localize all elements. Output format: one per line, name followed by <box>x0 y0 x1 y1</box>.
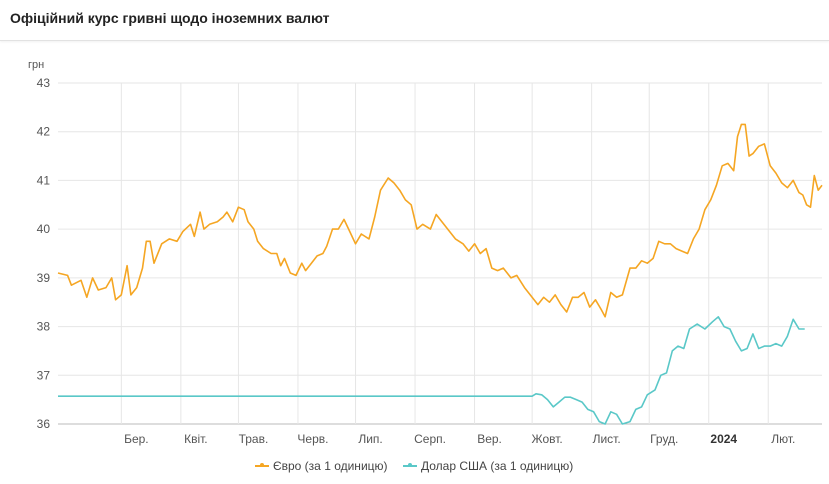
legend: Євро (за 1 одиницю) Долар США (за 1 один… <box>0 459 829 477</box>
x-tick-label: Лип. <box>358 432 382 446</box>
euro-swatch-icon <box>255 462 269 467</box>
x-tick-label: Квіт. <box>184 432 208 446</box>
euro-series-line <box>57 123 823 318</box>
x-axis: Бер. Квіт. Трав. Черв. Лип. Серп. Вер. Жовт. Лис… <box>124 432 795 446</box>
x-tick-label: Жовт. <box>532 432 563 446</box>
y-tick-label: 42 <box>37 125 51 139</box>
chart-title: Офіційний курс гривні щодо іноземних вал… <box>10 10 330 26</box>
x-tick-label: Вер. <box>477 432 502 446</box>
legend-item-usd[interactable]: Долар США (за 1 одиницю) <box>403 459 573 473</box>
grid <box>58 82 822 425</box>
series-lines <box>57 123 823 425</box>
y-axis-unit-label: грн <box>28 59 44 71</box>
y-tick-label: 40 <box>37 222 51 236</box>
x-tick-label: Бер. <box>124 432 149 446</box>
y-tick-label: 39 <box>37 271 51 285</box>
x-tick-label: Лист. <box>593 432 621 446</box>
usd-series-line <box>58 316 805 425</box>
y-tick-label: 37 <box>37 368 51 382</box>
x-tick-label: Трав. <box>239 432 269 446</box>
x-tick-label: Груд. <box>650 432 678 446</box>
y-tick-label: 38 <box>37 320 51 334</box>
chart-header: Офіційний курс гривні щодо іноземних вал… <box>0 0 829 41</box>
y-tick-label: 36 <box>37 417 51 431</box>
usd-swatch-icon <box>403 462 417 467</box>
y-tick-label: 43 <box>37 76 51 90</box>
x-tick-label: Черв. <box>297 432 328 446</box>
legend-item-euro[interactable]: Євро (за 1 одиницю) <box>255 459 388 473</box>
legend-label-euro: Євро (за 1 одиницю) <box>273 459 388 473</box>
legend-label-usd: Долар США (за 1 одиницю) <box>421 459 574 473</box>
y-tick-label: 41 <box>37 173 51 187</box>
x-tick-label: Серп. <box>414 432 446 446</box>
y-axis: грн 36 37 38 39 40 41 42 43 <box>28 59 50 431</box>
x-tick-label: 2024 <box>710 432 737 446</box>
x-tick-label: Лют. <box>771 432 795 446</box>
line-chart: грн 36 37 38 39 40 41 42 43 Бер. Квіт. Трав. Черв.… <box>28 59 823 446</box>
